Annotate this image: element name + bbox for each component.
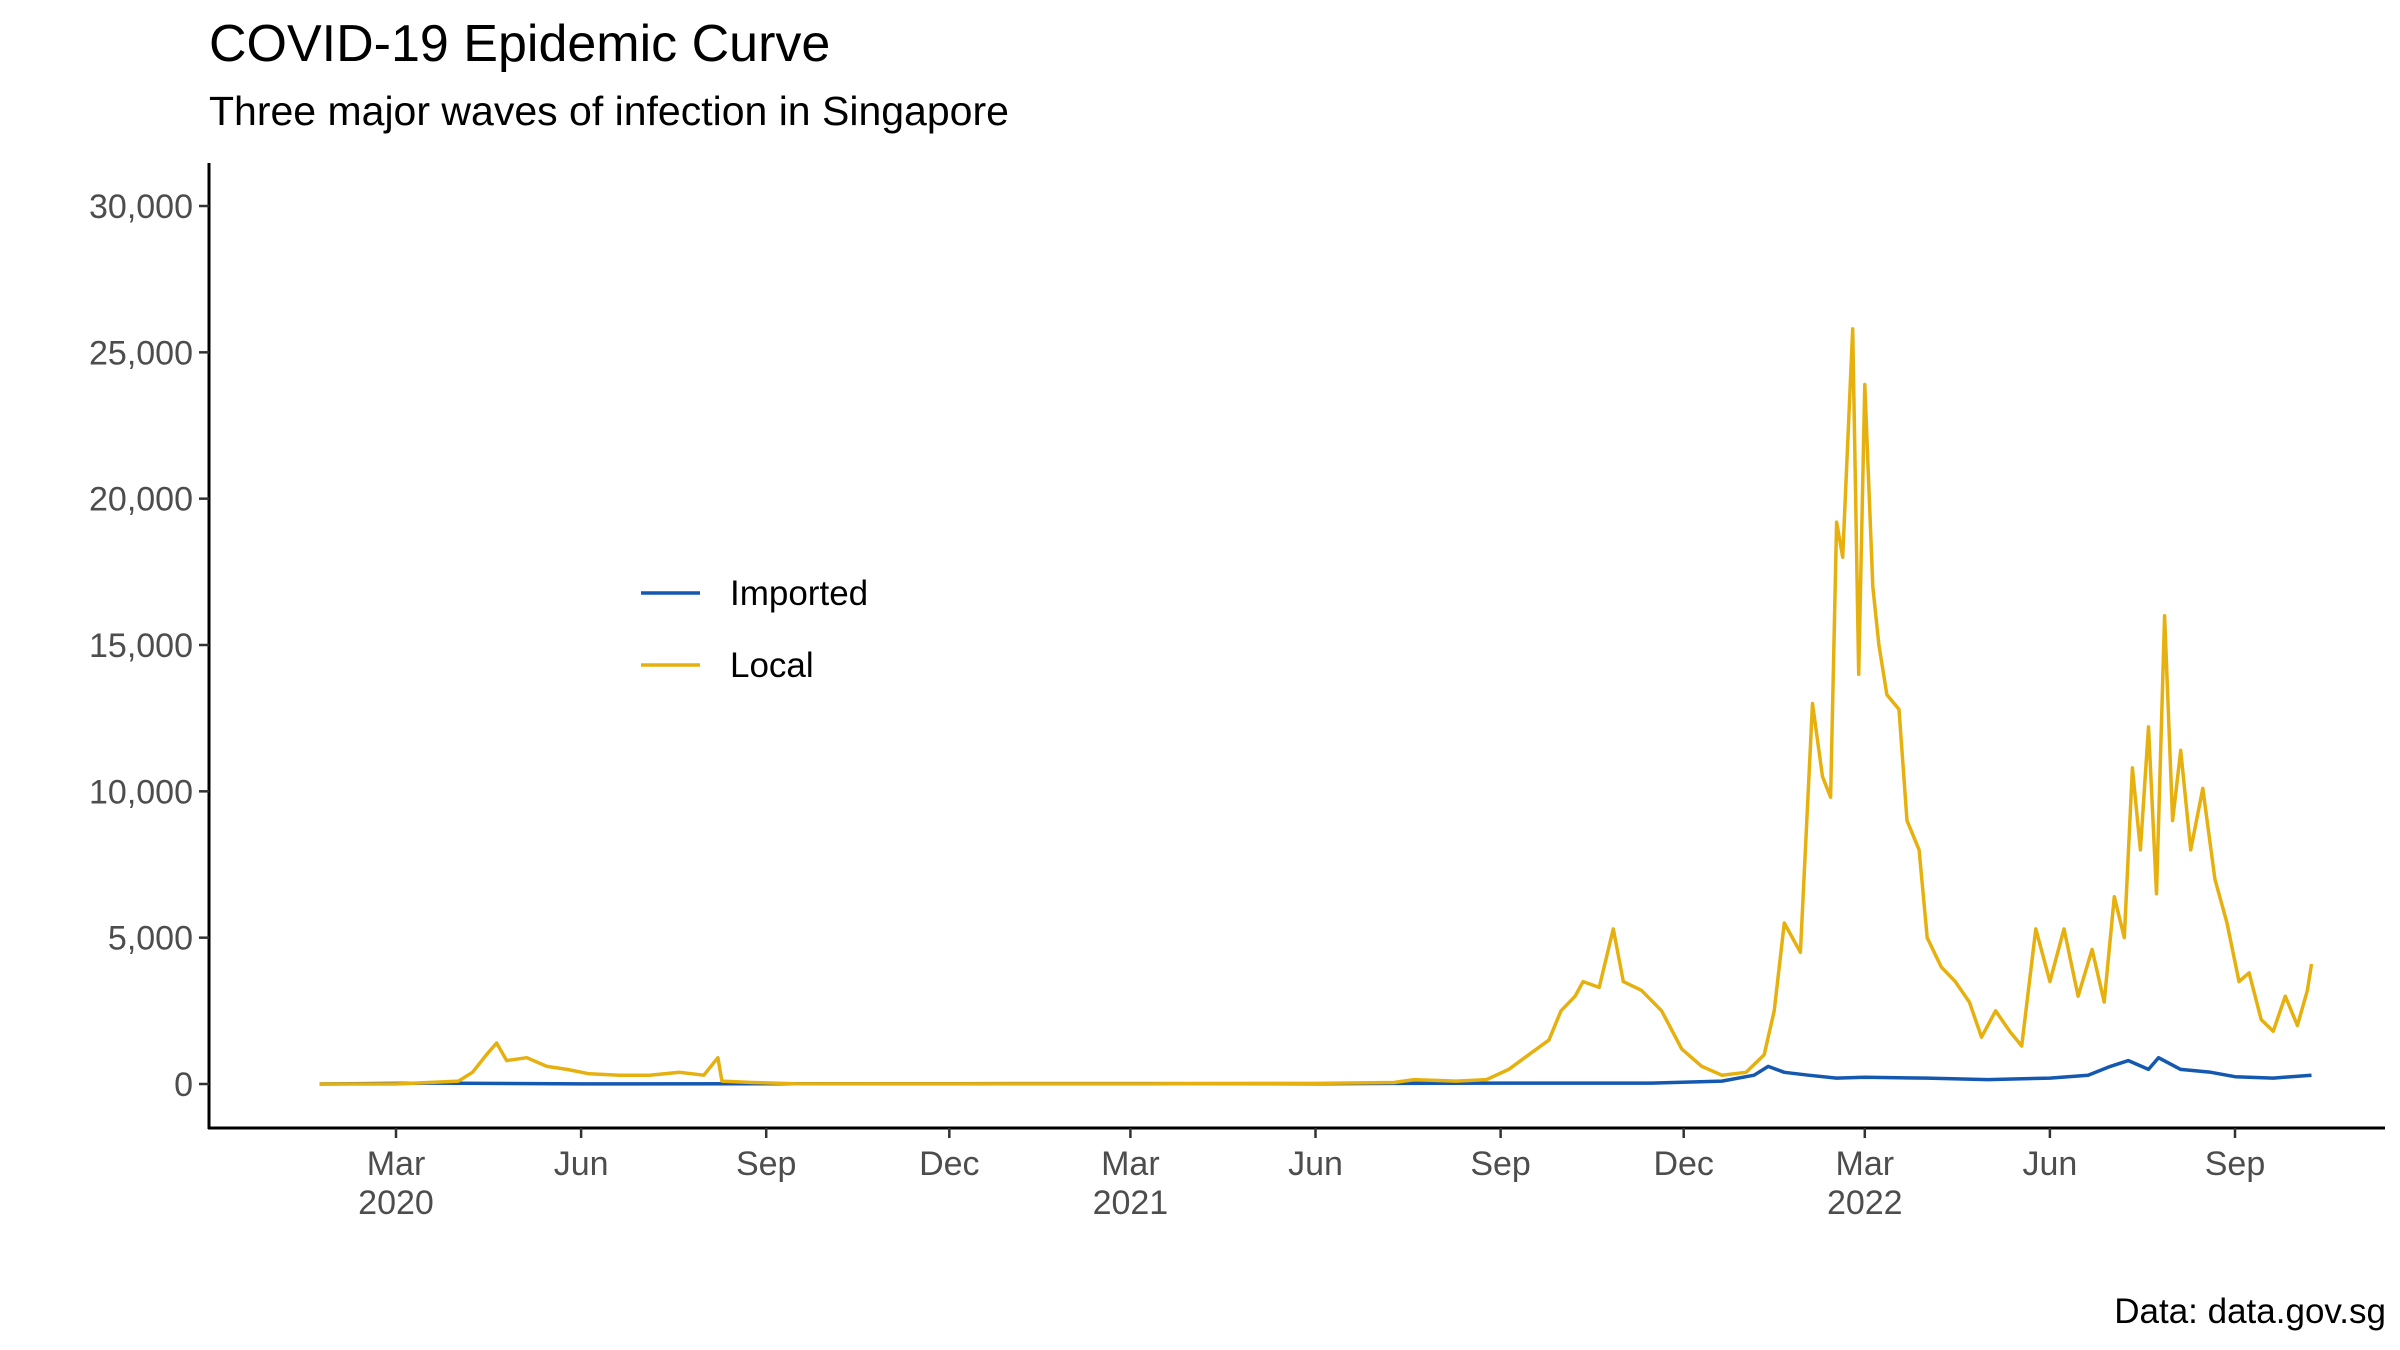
- chart-subtitle: Three major waves of infection in Singap…: [209, 88, 1009, 134]
- chart-series-lines: [319, 327, 2314, 1086]
- series-line-local: [319, 327, 2314, 1086]
- x-tick-month-label: Mar: [1101, 1145, 1160, 1183]
- x-tick-year-label: 2021: [1093, 1184, 1169, 1222]
- x-tick-month-label: Mar: [367, 1145, 426, 1183]
- chart-axes: 05,00010,00015,00020,00025,00030,000Mar2…: [89, 163, 2385, 1222]
- x-tick-month-label: Jun: [2022, 1145, 2077, 1183]
- legend-label-local: Local: [730, 646, 814, 685]
- y-tick-label: 15,000: [89, 627, 193, 665]
- x-tick-month-label: Mar: [1836, 1145, 1895, 1183]
- x-tick-month-label: Sep: [2205, 1145, 2266, 1183]
- chart-legend: Imported Local: [641, 574, 868, 685]
- chart-title: COVID-19 Epidemic Curve: [209, 15, 831, 73]
- y-tick-label: 25,000: [89, 334, 193, 372]
- data-source-caption: Data: data.gov.sg: [2114, 1292, 2386, 1331]
- x-tick-month-label: Dec: [1653, 1145, 1713, 1183]
- x-tick-month-label: Jun: [554, 1145, 609, 1183]
- series-line-imported: [319, 1055, 2312, 1086]
- y-tick-label: 30,000: [89, 188, 193, 226]
- y-tick-label: 5,000: [108, 920, 193, 958]
- x-tick-month-label: Sep: [1470, 1145, 1531, 1183]
- legend-label-imported: Imported: [730, 574, 868, 613]
- y-tick-label: 10,000: [89, 773, 193, 811]
- x-tick-month-label: Sep: [736, 1145, 797, 1183]
- x-tick-year-label: 2022: [1827, 1184, 1903, 1222]
- y-tick-label: 20,000: [89, 481, 193, 519]
- x-tick-year-label: 2020: [358, 1184, 434, 1222]
- y-tick-label: 0: [174, 1066, 193, 1104]
- x-tick-month-label: Jun: [1288, 1145, 1343, 1183]
- x-tick-month-label: Dec: [919, 1145, 979, 1183]
